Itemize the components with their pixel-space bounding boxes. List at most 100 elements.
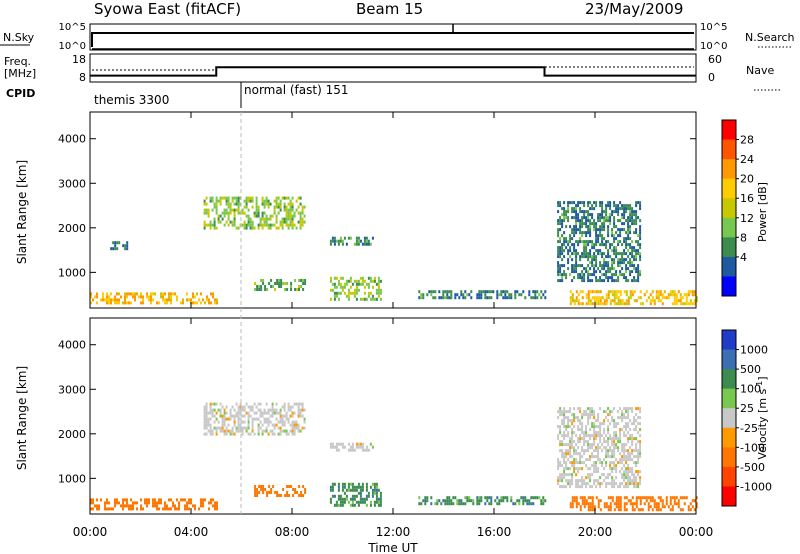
- echo-cell: [607, 201, 610, 205]
- x-tick-label: 00:00: [679, 525, 714, 539]
- echo-cell: [639, 416, 642, 420]
- echo-cell: [601, 243, 604, 247]
- echo-cell: [371, 445, 374, 449]
- echo-cell: [607, 296, 610, 300]
- echo-cell: [490, 502, 493, 506]
- echo-cell: [231, 429, 234, 433]
- echo-cell: [567, 240, 570, 244]
- echo-cell: [118, 501, 120, 505]
- echo-cell: [355, 236, 358, 240]
- echo-cell: [237, 423, 240, 427]
- echo-cell: [468, 499, 471, 503]
- echo-cell: [285, 417, 288, 421]
- echo-cell: [595, 204, 598, 208]
- echo-cell: [251, 417, 254, 421]
- echo-cell: [216, 301, 218, 305]
- echo-cell: [231, 432, 234, 436]
- echo-cell: [241, 211, 244, 215]
- echo-cell: [297, 423, 300, 427]
- echo-cell: [557, 222, 560, 226]
- echo-cell: [214, 501, 216, 505]
- echo-cell: [462, 293, 465, 297]
- echo-cell: [625, 461, 628, 465]
- echo-cell: [647, 296, 650, 300]
- echo-cell: [122, 498, 124, 502]
- echo-cell: [591, 216, 594, 220]
- echo-cell: [587, 416, 590, 420]
- echo-cell: [379, 491, 382, 495]
- echo-cell: [142, 507, 144, 511]
- echo-cell: [349, 445, 352, 449]
- echo-cell: [225, 211, 228, 215]
- echo-cell: [619, 485, 622, 489]
- echo-cell: [579, 485, 582, 489]
- echo-cell: [595, 461, 598, 465]
- echo-cell: [561, 276, 564, 280]
- echo-cell: [631, 443, 634, 447]
- colorbar-tick-label: 28: [740, 134, 754, 147]
- echo-cell: [563, 470, 566, 474]
- echo-cell: [273, 426, 276, 430]
- echo-cell: [613, 440, 616, 444]
- echo-cell: [565, 237, 568, 241]
- echo-cell: [565, 467, 568, 471]
- echo-cell: [146, 498, 148, 502]
- echo-cell: [569, 502, 572, 506]
- echo-cell: [557, 479, 560, 483]
- colorbar-swatch: [722, 139, 736, 160]
- echo-cell: [611, 479, 614, 483]
- echo-cell: [631, 222, 634, 226]
- echo-cell: [619, 273, 622, 277]
- echo-cell: [178, 507, 180, 511]
- echo-cell: [365, 445, 368, 449]
- echo-cell: [263, 417, 266, 421]
- echo-cell: [494, 499, 497, 503]
- echo-cell: [253, 211, 256, 215]
- echo-cell: [251, 420, 254, 424]
- echo-cell: [609, 246, 612, 250]
- echo-cell: [633, 276, 636, 280]
- echo-cell: [575, 434, 578, 438]
- echo-cell: [571, 264, 574, 268]
- echo-cell: [615, 502, 618, 506]
- echo-cell: [377, 500, 380, 504]
- echo-cell: [369, 279, 372, 283]
- echo-cell: [184, 498, 186, 502]
- echo-cell: [625, 422, 628, 426]
- echo-cell: [645, 290, 648, 294]
- echo-cell: [619, 219, 622, 223]
- echo-cell: [631, 437, 634, 441]
- echo-cell: [611, 467, 614, 471]
- echo-cell: [168, 295, 170, 299]
- echo-cell: [343, 491, 346, 495]
- echo-cell: [260, 485, 263, 488]
- y-tick-label: 3000: [58, 383, 86, 396]
- echo-cell: [591, 302, 594, 306]
- echo-cell: [276, 279, 279, 282]
- echo-cell: [655, 293, 658, 297]
- echo-cell: [607, 407, 610, 411]
- echo-cell: [593, 428, 596, 432]
- echo-cell: [223, 423, 226, 427]
- nsky-label: N.Sky: [3, 31, 35, 44]
- echo-cell: [659, 299, 662, 303]
- echo-cell: [599, 461, 602, 465]
- echo-cell: [341, 485, 344, 489]
- echo-cell: [257, 429, 260, 433]
- echo-cell: [587, 243, 590, 247]
- echo-cell: [639, 479, 642, 483]
- echo-cell: [579, 210, 582, 214]
- echo-cell: [249, 220, 252, 224]
- echo-cell: [438, 290, 441, 294]
- echo-cell: [579, 437, 582, 441]
- echo-cell: [611, 228, 614, 232]
- echo-cell: [583, 440, 586, 444]
- echo-cell: [128, 504, 130, 508]
- echo-cell: [581, 225, 584, 229]
- echo-cell: [237, 414, 240, 418]
- echo-cell: [150, 298, 152, 302]
- echo-cell: [470, 296, 473, 300]
- echo-cell: [605, 210, 608, 214]
- colorbar-swatch: [722, 427, 736, 448]
- echo-cell: [615, 499, 618, 503]
